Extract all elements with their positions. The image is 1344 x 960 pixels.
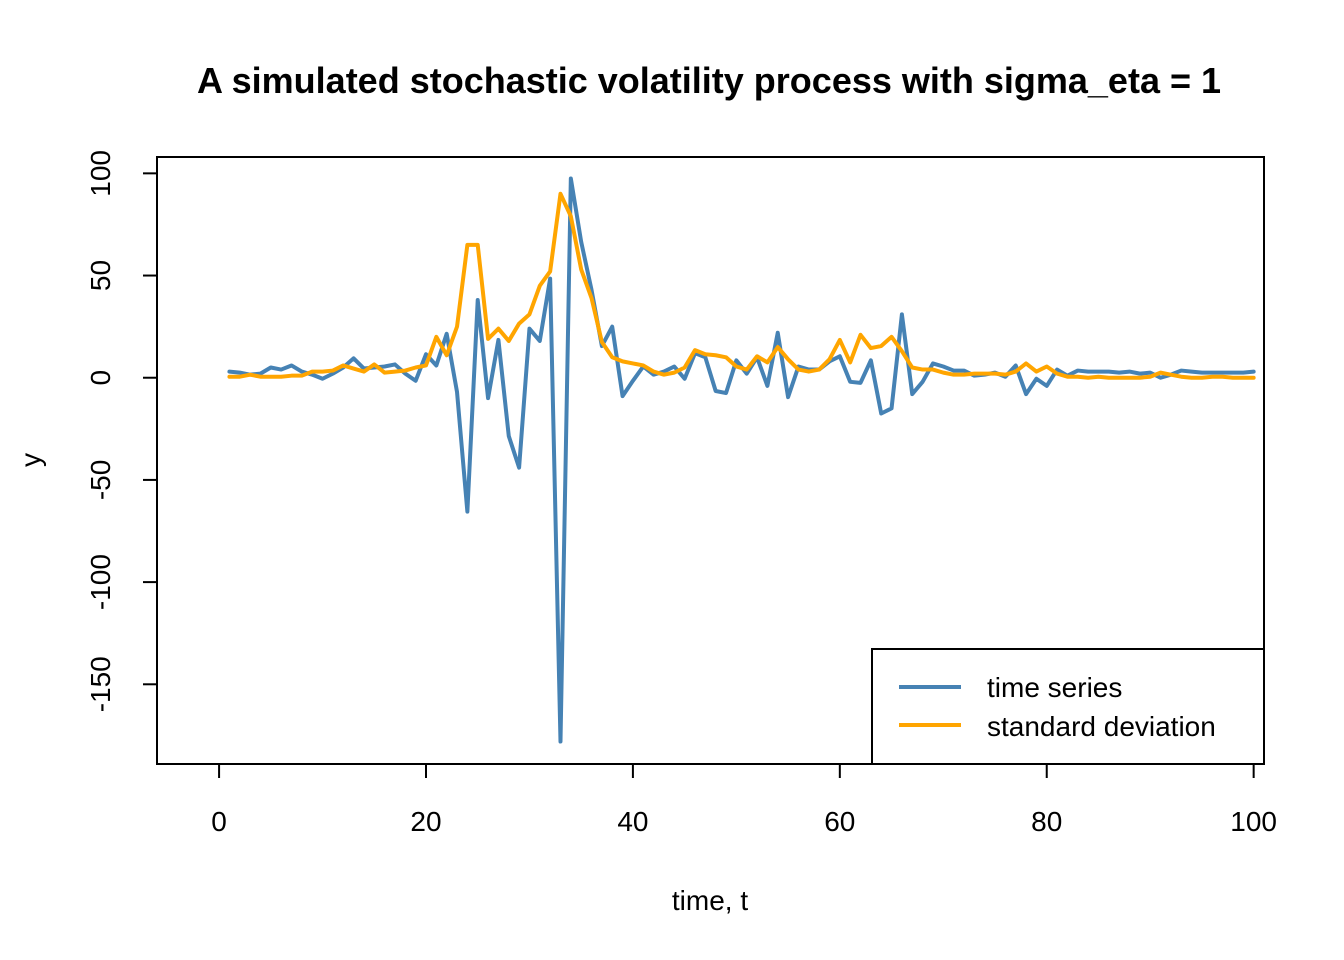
x-axis-label: time, t bbox=[672, 885, 748, 916]
x-tick-label: 60 bbox=[824, 806, 855, 837]
series-line-standard-deviation bbox=[227, 191, 1256, 380]
y-tick-label: -150 bbox=[85, 656, 116, 712]
series-layer bbox=[227, 176, 1256, 744]
y-tick-label: -100 bbox=[85, 554, 116, 610]
y-tick-label: 100 bbox=[85, 150, 116, 197]
x-tick-label: 20 bbox=[410, 806, 441, 837]
y-tick-label: 50 bbox=[85, 260, 116, 291]
y-tick-label: -50 bbox=[85, 460, 116, 500]
y-tick-label: 0 bbox=[85, 370, 116, 386]
legend-box bbox=[871, 648, 1265, 765]
x-tick-label: 80 bbox=[1031, 806, 1062, 837]
chart-title: A simulated stochastic volatility proces… bbox=[197, 60, 1221, 101]
legend-label-standard-deviation: standard deviation bbox=[987, 711, 1216, 742]
x-tick-label: 0 bbox=[211, 806, 227, 837]
x-axis: 0 20 40 60 80 100 bbox=[211, 763, 1277, 837]
legend: time series standard deviation bbox=[871, 648, 1265, 765]
legend-label-time-series: time series bbox=[987, 672, 1122, 703]
x-tick-label: 40 bbox=[617, 806, 648, 837]
y-axis-label: y bbox=[15, 453, 46, 467]
x-tick-label: 100 bbox=[1230, 806, 1277, 837]
y-axis: 100 50 0 -50 -100 -150 bbox=[85, 150, 158, 712]
